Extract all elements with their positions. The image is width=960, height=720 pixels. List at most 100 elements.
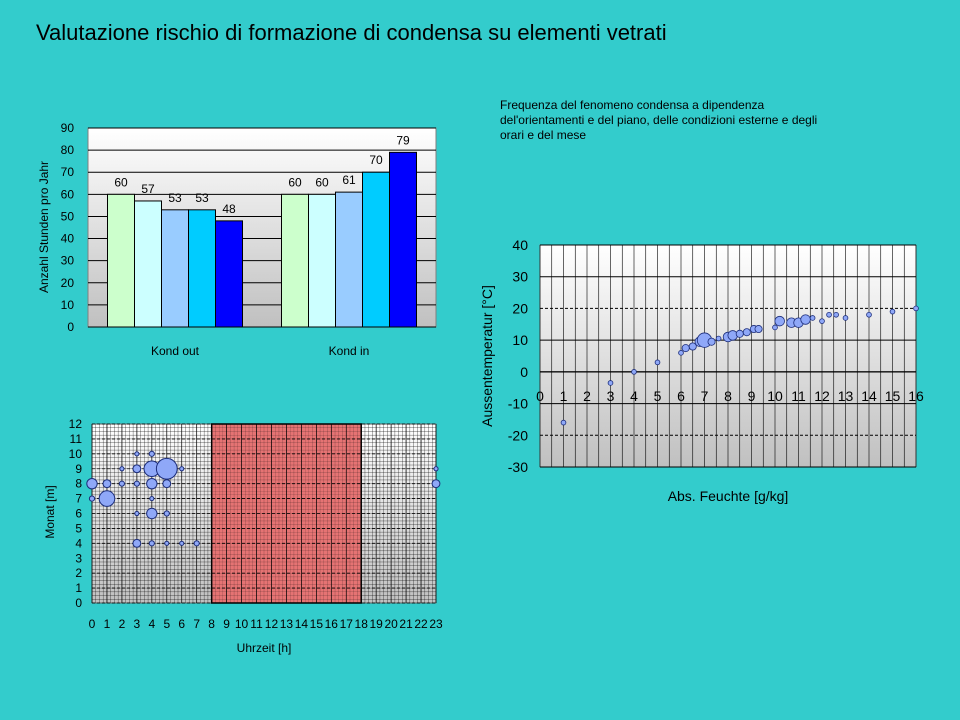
month-hour-y-tick-label: 6: [75, 507, 82, 521]
bar-y-tick-label: 60: [61, 187, 75, 201]
humidity-point: [560, 419, 567, 426]
bar-data-label: 57: [141, 182, 155, 196]
month-hour-bubble: [155, 457, 178, 480]
month-hour-bubble: [146, 507, 158, 520]
month-hour-x-tick-label: 11: [250, 617, 263, 631]
bar-y-tick-label: 30: [61, 254, 75, 268]
month-hour-bubble: [119, 466, 125, 472]
bar: [107, 193, 135, 328]
humidity-point: [826, 311, 832, 318]
page-title: Valutazione rischio di formazione di con…: [36, 20, 667, 45]
bar-data-label: 60: [315, 175, 329, 189]
humidity-y-tick-label: 20: [512, 300, 528, 316]
month-hour-bubble: [134, 510, 140, 517]
humidity-y-tick-label: 30: [512, 269, 528, 285]
humidity-x-tick-label: 16: [908, 388, 924, 404]
month-hour-x-tick-label: 1: [104, 617, 111, 631]
bar-y-tick-label: 40: [61, 232, 75, 246]
bar-data-label: 53: [168, 191, 182, 205]
humidity-point: [774, 315, 785, 327]
month-hour-x-tick-label: 22: [414, 617, 428, 631]
month-hour-bubble: [193, 540, 200, 547]
bar-y-tick-label: 10: [61, 298, 75, 312]
humidity-y-tick-label: -20: [508, 427, 528, 443]
month-hour-x-tick-label: 9: [223, 617, 230, 631]
humidity-point: [772, 324, 778, 331]
humidity-y-tick-label: -10: [508, 396, 528, 412]
month-hour-x-axis-label: Uhrzeit [h]: [237, 641, 292, 655]
month-hour-x-tick-label: 14: [295, 617, 309, 631]
bar: [215, 220, 243, 328]
month-hour-x-tick-label: 2: [119, 617, 126, 631]
month-hour-x-tick-label: 7: [193, 617, 200, 631]
bar: [335, 191, 363, 328]
humidity-y-tick-label: 40: [512, 237, 528, 253]
month-hour-x-tick-label: 6: [178, 617, 185, 631]
month-hour-x-tick-label: 4: [148, 617, 155, 631]
month-hour-y-tick-label: 5: [75, 521, 82, 535]
humidity-point: [631, 369, 637, 375]
month-hour-x-tick-label: 21: [399, 617, 413, 631]
month-hour-y-tick-label: 12: [69, 417, 83, 431]
month-hour-y-axis-label: Monat [m]: [43, 485, 57, 538]
month-hour-x-tick-label: 13: [280, 617, 294, 631]
month-hour-bubble: [179, 466, 185, 472]
month-hour-y-tick-label: 4: [75, 536, 82, 550]
month-hour-bubble: [118, 480, 126, 487]
month-hour-x-tick-label: 10: [235, 617, 249, 631]
humidity-x-tick-label: 8: [724, 388, 732, 404]
bar-data-label: 60: [114, 175, 128, 189]
month-hour-y-tick-label: 7: [75, 492, 82, 506]
month-hour-x-tick-label: 15: [310, 617, 324, 631]
bar-plot-area: 0 10 20 30 40 50 60 70 80 90 60 57 53 53 48 Kond out 60 6…: [61, 121, 437, 358]
humidity-point: [715, 335, 722, 342]
chart-note: Frequenza del fenomeno condensa a dipend…: [500, 98, 818, 142]
humidity-point: [842, 315, 849, 321]
humidity-x-tick-label: 13: [838, 388, 854, 404]
month-hour-y-tick-label: 11: [70, 432, 83, 446]
humidity-point: [678, 350, 684, 356]
month-hour-y-tick-label: 3: [75, 551, 82, 565]
bar-data-label: 60: [288, 175, 302, 189]
month-hour-x-tick-label: 23: [429, 617, 443, 631]
month-hour-y-tick-label: 9: [75, 462, 82, 476]
month-hour-x-tick-label: 16: [325, 617, 339, 631]
humidity-x-tick-label: 4: [630, 388, 638, 404]
humidity-point: [688, 342, 697, 351]
month-hour-y-tick-label: 1: [75, 581, 82, 595]
humidity-point: [819, 318, 825, 324]
month-hour-bubble: [163, 510, 170, 517]
month-hour-y-tick-label: 8: [75, 477, 82, 491]
humidity-x-tick-label: 0: [536, 388, 544, 404]
bar: [134, 200, 162, 328]
month-hour-bubble: [179, 540, 185, 546]
humidity-y-axis-label: Aussentemperatur [°C]: [479, 285, 495, 427]
humidity-point: [607, 380, 614, 386]
humidity-x-tick-label: 14: [861, 388, 877, 404]
bar-data-label: 79: [396, 133, 410, 147]
bar-data-label: 61: [342, 173, 356, 187]
month-hour-bubble: [132, 538, 142, 548]
bar-data-label: 48: [222, 202, 236, 216]
month-hour-x-tick-label: 12: [265, 617, 279, 631]
month-hour-bubble: [102, 479, 112, 489]
bar-category-label: Kond out: [151, 344, 200, 358]
month-hour-x-tick-label: 8: [208, 617, 215, 631]
month-hour-bubble: [133, 480, 140, 487]
humidity-x-axis-label: Abs. Feuchte [g/kg]: [668, 488, 789, 504]
humidity-point: [742, 328, 751, 337]
humidity-x-tick-label: 1: [560, 388, 568, 404]
humidity-x-tick-label: 9: [748, 388, 756, 404]
humidity-point: [754, 325, 763, 334]
month-hour-bubble: [146, 477, 158, 490]
bar-y-tick-label: 50: [61, 209, 75, 223]
humidity-point: [654, 359, 661, 366]
humidity-x-tick-label: 15: [885, 388, 901, 404]
bar-data-label: 53: [195, 191, 209, 205]
month-hour-bubble: [88, 495, 96, 502]
bar-y-tick-label: 0: [67, 320, 74, 334]
